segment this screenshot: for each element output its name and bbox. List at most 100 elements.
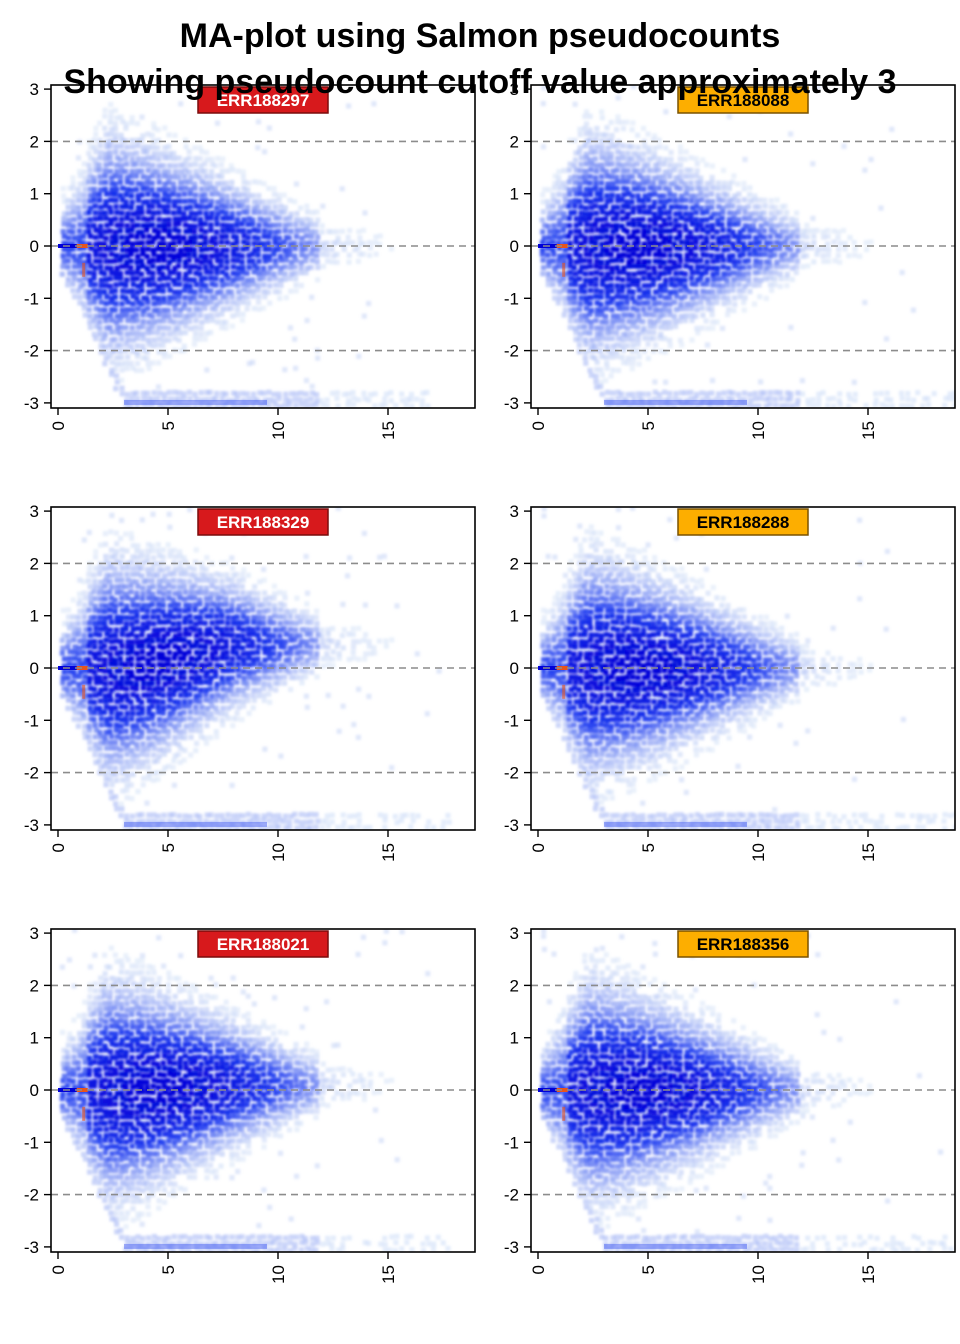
x-tick-label: 5 xyxy=(639,421,658,430)
x-tick-label: 15 xyxy=(859,1265,878,1284)
cutoff-marker xyxy=(76,666,88,670)
y-tick-label: 0 xyxy=(30,659,39,678)
y-tick-label: 1 xyxy=(510,1029,519,1048)
density-area xyxy=(538,85,955,408)
cutoff-trail xyxy=(82,684,86,699)
clipped-values-band xyxy=(604,1243,747,1249)
x-tick-label: 5 xyxy=(159,1265,178,1274)
y-tick-label: -2 xyxy=(24,342,39,361)
low-count-streak xyxy=(58,244,85,248)
y-tick-label: -3 xyxy=(24,394,39,413)
x-tick-label: 5 xyxy=(639,1265,658,1274)
y-tick-label: 3 xyxy=(30,502,39,521)
density-area xyxy=(58,85,431,408)
x-tick-label: 0 xyxy=(49,421,68,430)
y-tick-label: -3 xyxy=(504,1238,519,1257)
sample-label: ERR188356 xyxy=(697,935,790,954)
y-tick-label: -2 xyxy=(24,764,39,783)
figure-title-line-2: Showing pseudocount cutoff value approxi… xyxy=(63,63,896,101)
y-tick-label: 2 xyxy=(30,132,39,151)
density-area xyxy=(58,929,451,1252)
cutoff-marker xyxy=(76,244,88,248)
low-count-streak xyxy=(538,666,565,670)
y-tick-label: 3 xyxy=(30,924,39,943)
low-count-streak xyxy=(58,1088,85,1092)
y-tick-label: 0 xyxy=(510,237,519,256)
y-tick-label: 1 xyxy=(30,1029,39,1048)
y-tick-label: 2 xyxy=(510,132,519,151)
sample-label: ERR188329 xyxy=(217,513,310,532)
x-tick-label: 15 xyxy=(379,1265,398,1284)
x-tick-label: 10 xyxy=(749,421,768,440)
y-tick-label: 0 xyxy=(30,1081,39,1100)
cutoff-marker xyxy=(76,1088,88,1092)
y-tick-label: 1 xyxy=(30,607,39,626)
y-tick-label: 0 xyxy=(510,659,519,678)
panel-ERR188021: -3 -2 -1 0 1 2 3 0 5 10 15 ERR188021 xyxy=(24,924,476,1284)
x-tick-label: 10 xyxy=(269,1265,288,1284)
sample-label-box xyxy=(677,930,809,958)
cutoff-marker xyxy=(556,666,568,670)
x-tick-label: 10 xyxy=(269,421,288,440)
x-tick-label: 0 xyxy=(49,843,68,852)
panel-ERR188329: -3 -2 -1 0 1 2 3 0 5 10 15 ERR188329 xyxy=(24,502,476,862)
y-tick-label: -3 xyxy=(24,816,39,835)
sample-label-box xyxy=(197,930,329,958)
sample-label: ERR188088 xyxy=(697,91,790,110)
y-tick-label: 2 xyxy=(510,554,519,573)
x-tick-label: 0 xyxy=(529,1265,548,1274)
sample-label-box xyxy=(197,86,329,114)
y-tick-label: 3 xyxy=(510,502,519,521)
y-tick-label: 0 xyxy=(30,237,39,256)
x-tick-label: 15 xyxy=(379,421,398,440)
y-tick-label: -3 xyxy=(504,394,519,413)
y-tick-label: -2 xyxy=(504,764,519,783)
x-tick-label: 10 xyxy=(749,843,768,862)
y-tick-label: -1 xyxy=(24,711,39,730)
x-tick-label: 5 xyxy=(159,421,178,430)
y-tick-label: -1 xyxy=(24,289,39,308)
y-tick-label: -1 xyxy=(504,711,519,730)
clipped-values-band xyxy=(124,1243,267,1249)
x-tick-label: 5 xyxy=(639,843,658,852)
y-tick-label: -2 xyxy=(504,1186,519,1205)
y-tick-label: 1 xyxy=(30,185,39,204)
panel-ERR188088: -3 -2 -1 0 1 2 3 0 5 10 15 ERR188088 xyxy=(504,80,956,440)
cutoff-trail xyxy=(82,1106,86,1121)
clipped-values-band xyxy=(604,821,747,827)
figure-title-line-1: MA-plot using Salmon pseudocounts xyxy=(180,17,781,55)
y-tick-label: -3 xyxy=(504,816,519,835)
x-tick-label: 10 xyxy=(269,843,288,862)
sample-label: ERR188288 xyxy=(697,513,790,532)
density-area xyxy=(538,929,954,1252)
y-tick-label: 2 xyxy=(510,976,519,995)
clipped-values-band xyxy=(124,399,267,405)
y-tick-label: -1 xyxy=(24,1133,39,1152)
y-tick-label: -2 xyxy=(24,1186,39,1205)
x-tick-label: 10 xyxy=(749,1265,768,1284)
y-tick-label: 2 xyxy=(30,976,39,995)
y-tick-label: -1 xyxy=(504,289,519,308)
sample-label-box xyxy=(677,86,809,114)
density-area xyxy=(58,507,452,830)
cutoff-marker xyxy=(556,1088,568,1092)
clipped-values-band xyxy=(604,399,747,405)
low-count-streak xyxy=(58,666,85,670)
cutoff-trail xyxy=(82,262,86,277)
x-tick-label: 15 xyxy=(859,421,878,440)
cutoff-marker xyxy=(556,244,568,248)
sample-label-box xyxy=(197,508,329,536)
y-tick-label: -2 xyxy=(504,342,519,361)
x-tick-label: 15 xyxy=(859,843,878,862)
y-tick-label: 3 xyxy=(30,80,39,99)
x-tick-label: 0 xyxy=(49,1265,68,1274)
panel-ERR188297: -3 -2 -1 0 1 2 3 0 5 10 15 ERR188297 xyxy=(24,80,476,440)
panel-ERR188356: -3 -2 -1 0 1 2 3 0 5 10 15 ERR188356 xyxy=(504,924,956,1284)
sample-label-box xyxy=(677,508,809,536)
panel-ERR188288: -3 -2 -1 0 1 2 3 0 5 10 15 ERR188288 xyxy=(504,502,956,862)
y-tick-label: 0 xyxy=(510,1081,519,1100)
x-tick-label: 0 xyxy=(529,421,548,430)
cutoff-trail xyxy=(562,684,566,699)
low-count-streak xyxy=(538,244,565,248)
